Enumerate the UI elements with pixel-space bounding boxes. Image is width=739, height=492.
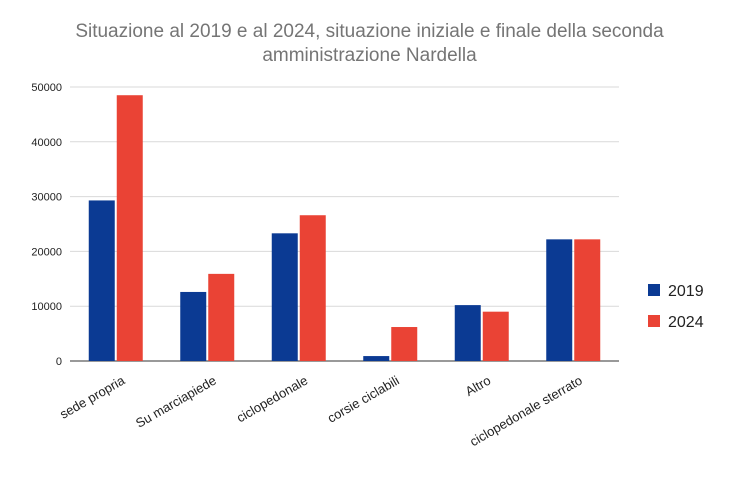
y-tick-label: 40000 [31, 137, 62, 149]
y-tick-label: 0 [56, 356, 62, 368]
bar-2024 [574, 239, 601, 361]
x-tick-label: corsie ciclabili [325, 373, 402, 426]
bar-2019 [180, 291, 207, 361]
chart-title-line2: amministrazione Nardella [262, 45, 477, 66]
bar-2024 [482, 311, 509, 361]
bar-2019 [88, 200, 115, 361]
bar-2024 [299, 215, 326, 361]
chart-title-line1: Situazione al 2019 e al 2024, situazione… [75, 21, 664, 42]
x-tick-label: Altro [463, 373, 494, 399]
bar-2019 [271, 233, 298, 361]
x-tick-label: sede propria [57, 372, 128, 422]
bar-2024 [391, 327, 418, 361]
y-tick-label: 10000 [31, 301, 62, 313]
x-tick-label: ciclopedonale [234, 373, 310, 426]
y-tick-label: 30000 [31, 192, 62, 204]
bar-2019 [546, 239, 573, 361]
legend-swatch [648, 284, 660, 296]
y-tick-label: 50000 [31, 82, 62, 94]
bar-2019 [454, 305, 481, 361]
legend-label: 2019 [668, 283, 704, 300]
bar-2024 [208, 273, 235, 361]
legend-label: 2024 [668, 314, 704, 331]
chart-title: Situazione al 2019 e al 2024, situazione… [0, 20, 739, 68]
legend-swatch [648, 315, 660, 327]
bar-2024 [116, 95, 143, 361]
x-tick-label: Su marciapiede [133, 373, 219, 431]
bar-2019 [363, 356, 390, 361]
y-tick-label: 20000 [31, 246, 62, 258]
